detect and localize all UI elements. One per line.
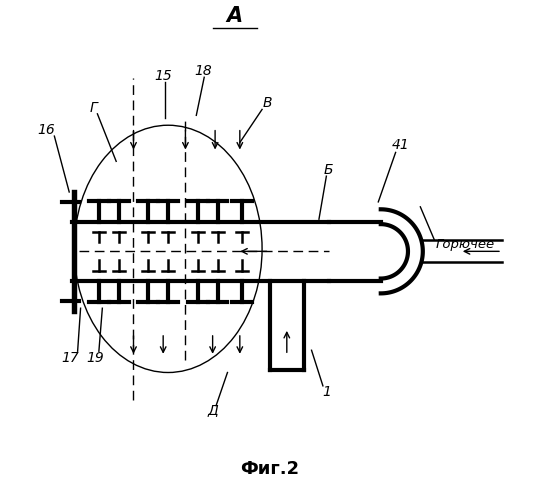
Text: 16: 16 xyxy=(37,123,55,137)
Text: Д: Д xyxy=(207,404,218,417)
Text: Г: Г xyxy=(90,101,98,115)
Text: Б: Б xyxy=(324,162,334,176)
Text: 19: 19 xyxy=(86,350,104,364)
Text: Горючее: Горючее xyxy=(435,238,494,252)
Text: В: В xyxy=(262,96,272,110)
Text: Фиг.2: Фиг.2 xyxy=(240,460,299,478)
Text: 17: 17 xyxy=(62,350,80,364)
Text: 15: 15 xyxy=(154,69,172,83)
Text: 41: 41 xyxy=(392,138,410,152)
Text: 18: 18 xyxy=(194,64,212,78)
Text: 1: 1 xyxy=(322,386,331,400)
Text: А: А xyxy=(227,6,243,26)
